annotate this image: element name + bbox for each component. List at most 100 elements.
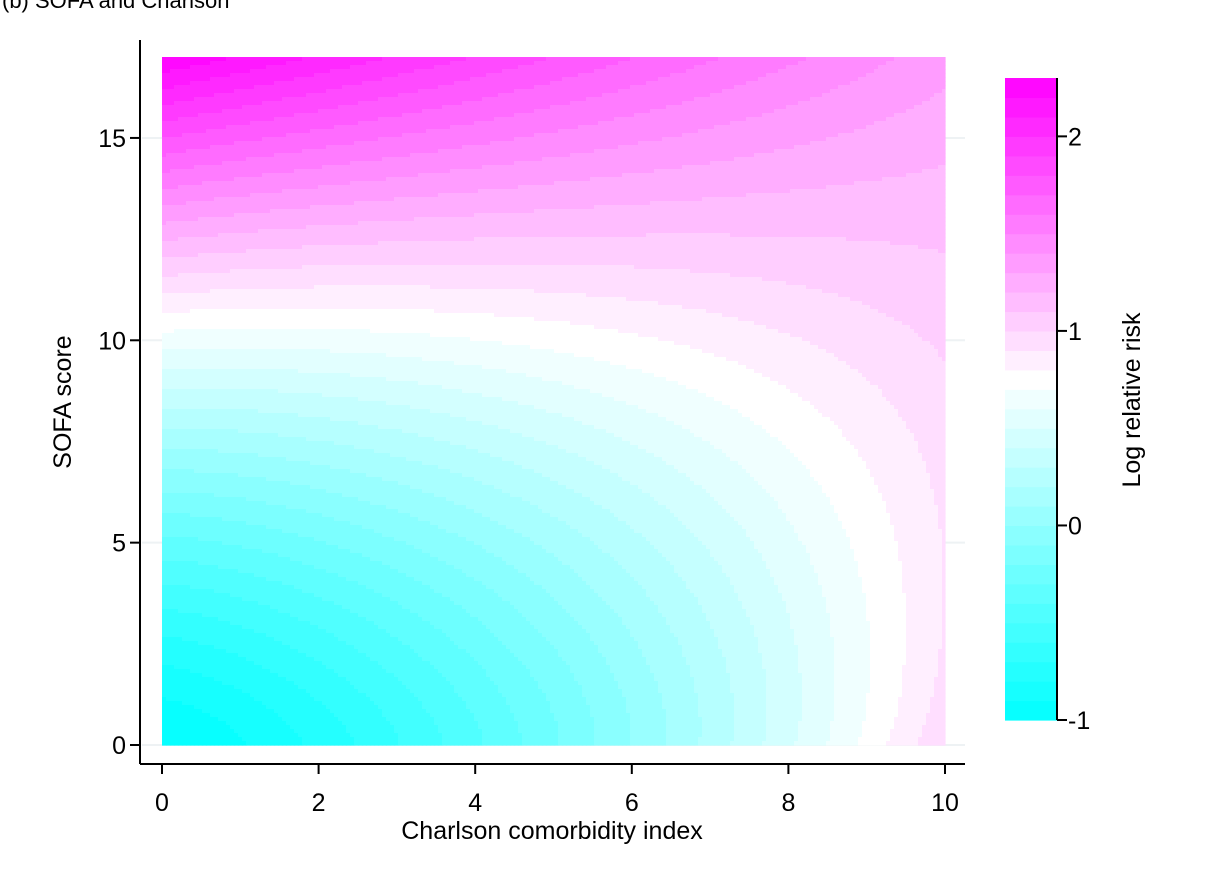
contour-cell xyxy=(386,77,391,82)
contour-cell xyxy=(750,113,755,118)
contour-cell xyxy=(254,61,259,66)
contour-cell xyxy=(706,133,711,138)
contour-cell xyxy=(310,141,315,146)
contour-cell xyxy=(478,89,483,94)
contour-cell xyxy=(210,89,215,94)
contour-cell xyxy=(690,117,695,122)
contour-cell xyxy=(918,93,923,98)
contour-cell xyxy=(542,93,547,98)
contour-cell xyxy=(274,77,279,82)
contour-cell xyxy=(278,89,283,94)
contour-cell xyxy=(326,129,331,134)
contour-cell xyxy=(238,101,243,106)
contour-cell xyxy=(178,77,183,82)
contour-cell xyxy=(886,121,891,126)
contour-cell xyxy=(542,101,547,106)
contour-cell xyxy=(918,81,923,86)
contour-cell xyxy=(942,109,946,114)
contour-cell xyxy=(266,65,271,70)
contour-cell xyxy=(342,81,347,86)
contour-cell xyxy=(550,81,555,86)
contour-cell xyxy=(242,145,247,150)
contour-cell xyxy=(350,61,355,66)
contour-cell xyxy=(242,129,247,134)
contour-cell xyxy=(874,129,879,134)
contour-cell xyxy=(214,69,219,74)
contour-cell xyxy=(526,57,531,62)
contour-cell xyxy=(522,125,527,130)
contour-cell xyxy=(406,113,411,118)
contour-cell xyxy=(930,133,935,138)
contour-cell xyxy=(706,109,711,114)
contour-cell xyxy=(554,141,559,146)
contour-cell xyxy=(298,125,303,130)
contour-cell xyxy=(626,133,631,138)
contour-cell xyxy=(406,69,411,74)
contour-cell xyxy=(418,121,423,126)
contour-cell xyxy=(506,61,511,66)
contour-cell xyxy=(698,57,703,62)
contour-cell xyxy=(254,105,259,110)
contour-cell xyxy=(170,153,175,158)
contour-cell xyxy=(638,81,643,86)
contour-cell xyxy=(798,137,803,142)
contour-cell xyxy=(222,77,227,82)
contour-cell xyxy=(694,133,699,138)
contour-cell xyxy=(354,153,359,158)
contour-cell xyxy=(342,69,347,74)
contour-cell xyxy=(222,57,227,62)
contour-cell xyxy=(626,121,631,126)
contour-cell xyxy=(294,97,299,102)
contour-cell xyxy=(778,89,783,94)
contour-cell xyxy=(218,77,223,82)
contour-cell xyxy=(422,117,427,122)
contour-cell xyxy=(426,125,431,130)
contour-cell xyxy=(934,149,939,154)
contour-cell xyxy=(702,97,707,102)
contour-cell xyxy=(694,69,699,74)
contour-cell xyxy=(474,105,479,110)
contour-cell xyxy=(182,65,187,70)
contour-cell xyxy=(526,101,531,106)
contour-cell xyxy=(166,121,171,126)
contour-cell xyxy=(754,57,759,62)
contour-cell xyxy=(826,125,831,130)
contour-cell xyxy=(630,117,635,122)
contour-cell xyxy=(318,73,323,78)
contour-cell xyxy=(834,97,839,102)
contour-cell xyxy=(382,153,387,158)
contour-cell xyxy=(610,149,615,154)
contour-cell xyxy=(254,81,259,86)
contour-cell xyxy=(558,77,563,82)
contour-cell xyxy=(854,117,859,122)
contour-cell xyxy=(382,57,387,62)
contour-cell xyxy=(286,89,291,94)
contour-cell xyxy=(894,69,899,74)
contour-cell xyxy=(750,141,755,146)
contour-cell xyxy=(238,105,243,110)
contour-cell xyxy=(614,153,619,158)
contour-cell xyxy=(246,149,251,154)
contour-cell xyxy=(702,81,707,86)
contour-cell xyxy=(606,61,611,66)
contour-cell xyxy=(306,109,311,114)
contour-cell xyxy=(618,141,623,146)
contour-cell xyxy=(942,145,946,150)
contour-cell xyxy=(522,93,527,98)
contour-cell xyxy=(410,81,415,86)
contour-cell xyxy=(426,149,431,154)
contour-cell xyxy=(266,145,271,150)
contour-cell xyxy=(470,133,475,138)
contour-cell xyxy=(682,73,687,78)
contour-cell xyxy=(798,125,803,130)
contour-cell xyxy=(690,73,695,78)
contour-cell xyxy=(622,57,627,62)
contour-cell xyxy=(354,93,359,98)
contour-cell xyxy=(202,65,207,70)
contour-cell xyxy=(862,145,867,150)
contour-cell xyxy=(682,101,687,106)
contour-cell xyxy=(698,101,703,106)
contour-cell xyxy=(246,97,251,102)
contour-cell xyxy=(734,89,739,94)
contour-cell xyxy=(310,153,315,158)
